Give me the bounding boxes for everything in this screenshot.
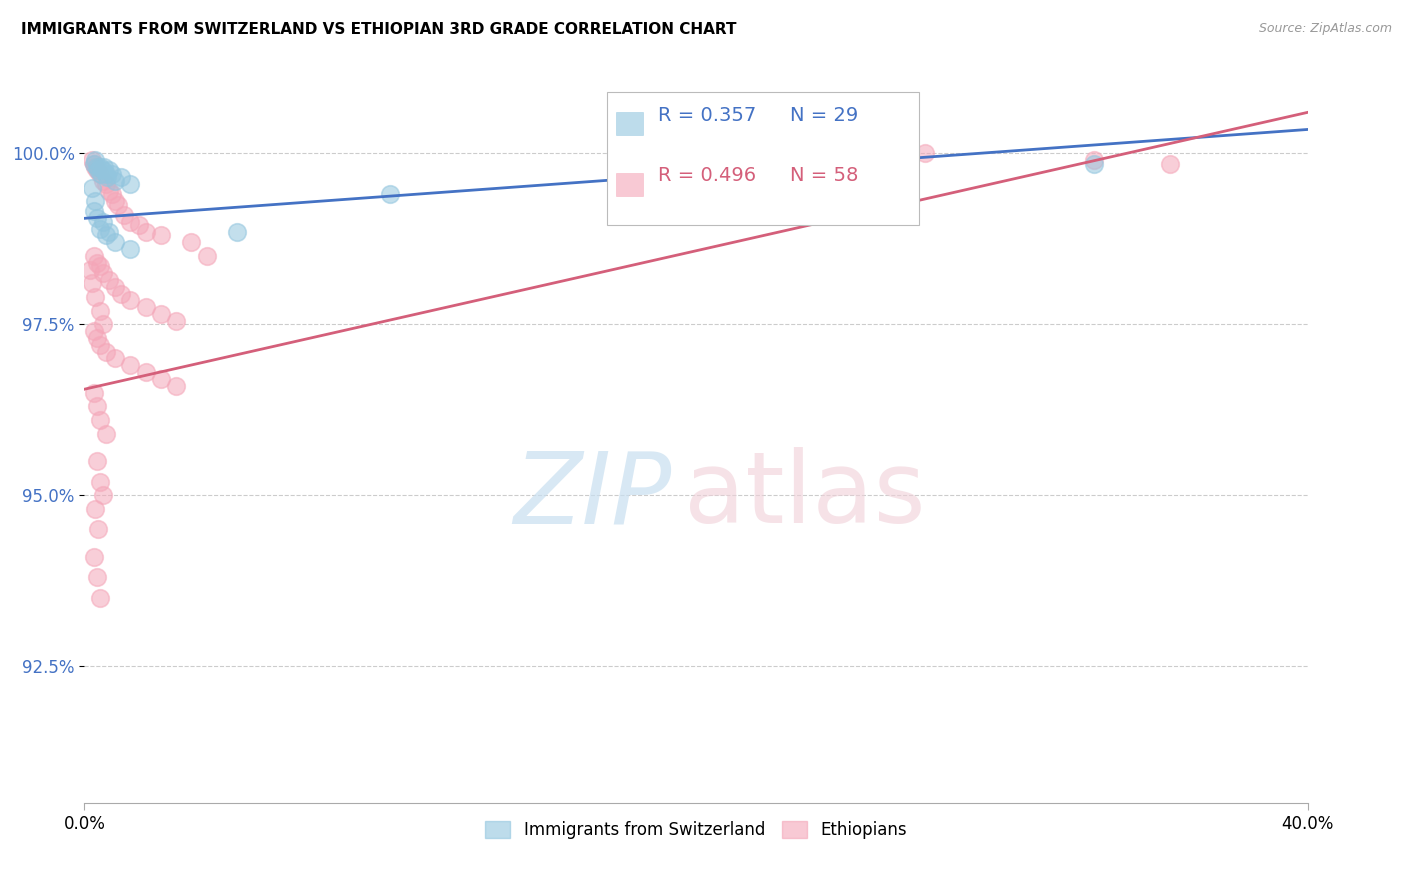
Point	[110, 170, 132, 185]
Point	[94, 344, 117, 359]
Point	[104, 279, 127, 293]
Point	[128, 218, 150, 232]
Point	[89, 259, 111, 273]
Point	[87, 522, 110, 536]
Point	[120, 177, 142, 191]
Point	[83, 385, 105, 400]
Point	[101, 187, 124, 202]
Point	[89, 591, 111, 605]
Point	[83, 156, 105, 170]
Point	[195, 249, 218, 263]
Legend: Immigrants from Switzerland, Ethiopians: Immigrants from Switzerland, Ethiopians	[478, 814, 914, 846]
Point	[110, 286, 132, 301]
Point	[149, 228, 172, 243]
Text: N = 29: N = 29	[790, 106, 859, 125]
Point	[226, 225, 249, 239]
Text: atlas: atlas	[683, 447, 925, 544]
Point	[83, 204, 105, 219]
Point	[93, 160, 115, 174]
Point	[94, 177, 117, 191]
Text: N = 58: N = 58	[790, 167, 859, 186]
Point	[91, 266, 114, 280]
Point	[89, 475, 111, 489]
FancyBboxPatch shape	[606, 92, 918, 225]
Point	[914, 146, 936, 161]
Point	[86, 160, 108, 174]
Point	[86, 163, 108, 178]
Point	[149, 307, 172, 321]
FancyBboxPatch shape	[616, 173, 644, 195]
Point	[120, 293, 142, 308]
Point	[84, 194, 107, 209]
Point	[180, 235, 202, 250]
Point	[89, 303, 111, 318]
Point	[94, 426, 117, 441]
Text: IMMIGRANTS FROM SWITZERLAND VS ETHIOPIAN 3RD GRADE CORRELATION CHART: IMMIGRANTS FROM SWITZERLAND VS ETHIOPIAN…	[21, 22, 737, 37]
Point	[165, 314, 187, 328]
Point	[97, 184, 120, 198]
Point	[89, 413, 111, 427]
Point	[84, 153, 107, 168]
Point	[83, 549, 105, 564]
Point	[165, 379, 187, 393]
Point	[84, 290, 107, 304]
Point	[83, 156, 105, 170]
Point	[120, 215, 142, 229]
Point	[90, 167, 112, 181]
Point	[112, 208, 135, 222]
Point	[80, 153, 103, 168]
Point	[91, 215, 114, 229]
Point	[96, 170, 118, 185]
Point	[89, 221, 111, 235]
Point	[86, 454, 108, 468]
Point	[84, 160, 107, 174]
Point	[89, 338, 111, 352]
Point	[80, 277, 103, 291]
Point	[380, 187, 402, 202]
Point	[101, 167, 124, 181]
Point	[91, 318, 114, 332]
Point	[97, 273, 120, 287]
Point	[1159, 156, 1181, 170]
Point	[135, 300, 157, 314]
Point	[86, 256, 108, 270]
Point	[94, 167, 117, 181]
Point	[104, 351, 127, 366]
Text: ZIP: ZIP	[513, 447, 672, 544]
Point	[97, 163, 120, 178]
Point	[120, 359, 142, 373]
Point	[79, 262, 101, 277]
Point	[91, 163, 114, 178]
Point	[91, 174, 114, 188]
Point	[104, 235, 127, 250]
Point	[1083, 156, 1105, 170]
Point	[135, 225, 157, 239]
Point	[83, 249, 105, 263]
Point	[120, 242, 142, 256]
Point	[86, 400, 108, 414]
Point	[97, 225, 120, 239]
Point	[86, 211, 108, 226]
Point	[107, 197, 129, 211]
Point	[80, 180, 103, 194]
Point	[86, 570, 108, 584]
Text: Source: ZipAtlas.com: Source: ZipAtlas.com	[1258, 22, 1392, 36]
Point	[87, 163, 110, 178]
Point	[104, 174, 127, 188]
Point	[898, 143, 921, 157]
Point	[1083, 153, 1105, 168]
Point	[89, 167, 111, 181]
Text: R = 0.357: R = 0.357	[658, 106, 756, 125]
Point	[91, 488, 114, 502]
Point	[89, 160, 111, 174]
Point	[83, 324, 105, 338]
Point	[135, 365, 157, 379]
Point	[86, 331, 108, 345]
Point	[94, 228, 117, 243]
FancyBboxPatch shape	[616, 112, 644, 135]
Point	[104, 194, 127, 209]
Point	[84, 501, 107, 516]
Point	[149, 372, 172, 386]
Text: R = 0.496: R = 0.496	[658, 167, 756, 186]
